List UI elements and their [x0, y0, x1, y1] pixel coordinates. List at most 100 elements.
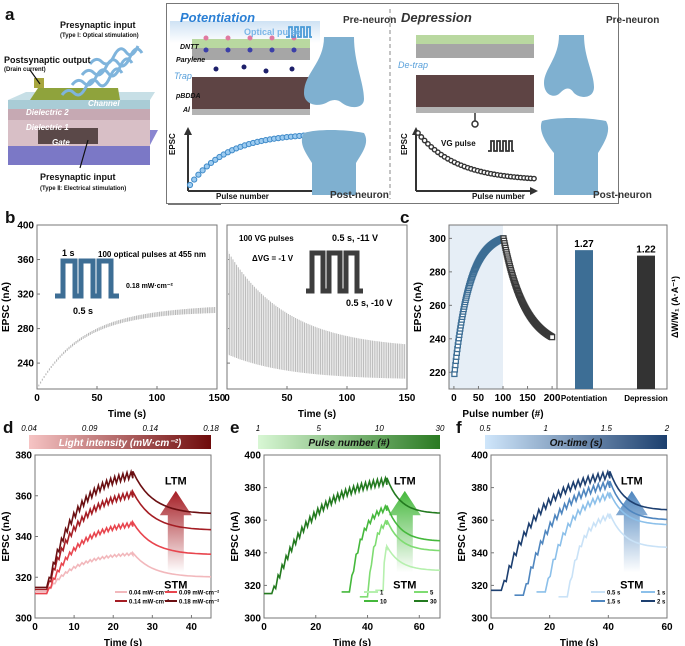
- c-bar-category: Potentiation: [561, 394, 607, 403]
- d-xlabel: Time (s): [104, 638, 142, 646]
- b-left-frame: [36, 224, 218, 390]
- dep-dot: [425, 140, 431, 147]
- optical-input-sub: (Type Ⅰ: Optical stimulation): [60, 33, 139, 39]
- vg-pulse-icon: [488, 140, 514, 152]
- f-ytick-label: 400: [471, 451, 488, 462]
- dielectric2-layer: [8, 100, 150, 109]
- e-xtick-label: 60: [414, 622, 426, 633]
- f-legend-label: 2 s: [657, 600, 666, 606]
- f-series-05s: [558, 512, 668, 598]
- e-legend-label: 30: [430, 600, 437, 606]
- b-left-annotation: 100 optical pulses at 455 nm: [98, 250, 206, 259]
- d-ltm-label: LTM: [165, 475, 187, 487]
- b-right-xtick-label: 0: [224, 393, 230, 404]
- d-colorbar-label: Light intensity (mW·cm⁻²): [59, 438, 182, 449]
- al-layer: [192, 109, 310, 115]
- c-right-ylabel: ΔW/W₁ (A·A⁻¹): [670, 276, 680, 338]
- e-ytick-label: 340: [244, 548, 261, 559]
- f-ytick-label: 340: [471, 548, 488, 559]
- c-left-xtick-label: 50: [473, 393, 485, 404]
- pre-neuron-label-dep: Pre-neuron: [606, 15, 660, 26]
- d-legend-label: 0.04 mW·cm⁻²: [129, 590, 169, 597]
- c-left-ytick-label: 260: [429, 301, 446, 312]
- e-legend-label: 1: [380, 591, 384, 597]
- depression-title: Depression: [401, 10, 472, 25]
- c-left-ytick-label: 220: [429, 368, 446, 379]
- pot-dot: [191, 176, 198, 183]
- panel-label-e: e: [230, 418, 240, 437]
- e-xtick-label: 20: [310, 622, 322, 633]
- electrical-input-sub: (Type Ⅱ: Electrical stimulation): [40, 186, 127, 192]
- b-right-xlabel: Time (s): [298, 409, 336, 420]
- d-xtick-label: 10: [69, 622, 81, 633]
- e-ytick-label: 360: [244, 516, 261, 527]
- e-colorbar-label: Pulse number (#): [308, 438, 390, 449]
- f-colorbar-tick: 1.5: [601, 424, 613, 433]
- b-left-ylabel: EPSC (nA): [1, 282, 12, 332]
- dep-ylabel: EPSC: [400, 133, 409, 155]
- e-ytick-label: 400: [244, 451, 261, 462]
- f-ytick-label: 360: [471, 516, 488, 527]
- e-ytick-label: 300: [244, 614, 261, 625]
- parylene-layer: [192, 48, 310, 60]
- d-series-018mWcm: [35, 468, 212, 589]
- optical-pulse-icon: [286, 26, 312, 38]
- b-right-annotation: 100 VG pulses: [239, 234, 294, 243]
- b-right-high: 0.5 s, -11 V: [332, 233, 378, 243]
- f-colorbar: [485, 435, 667, 449]
- b-left-xtick-label: 100: [149, 393, 166, 404]
- vg-pulse-label: VG pulse: [441, 139, 476, 148]
- layer-al: Al: [183, 107, 190, 114]
- d-ytick-label: 380: [15, 451, 32, 462]
- e-colorbar: [258, 435, 440, 449]
- e-series-10: [341, 503, 441, 593]
- b-right-xtick-label: 150: [399, 393, 416, 404]
- b-left-on-time: 1 s: [62, 248, 75, 258]
- d-ylabel: EPSC (nA): [1, 512, 12, 562]
- pre-neuron-dep: [544, 35, 594, 97]
- f-xtick-label: 0: [488, 622, 494, 633]
- c-right-frame: [556, 224, 668, 390]
- pre-neuron-label-pot: Pre-neuron: [343, 15, 397, 26]
- substrate-front: [8, 145, 150, 165]
- e-legend-label: 5: [430, 591, 434, 597]
- pot-dot: [203, 163, 210, 170]
- channel-label: Channel: [88, 99, 120, 108]
- c-left-xtick-label: 150: [519, 393, 536, 404]
- panel-label-d: d: [3, 418, 14, 437]
- c-dep-point: [548, 333, 556, 341]
- c-bar-potentiation: [575, 250, 593, 389]
- detrap-label: De-trap: [398, 60, 429, 70]
- c-left-ytick-label: 300: [429, 234, 446, 245]
- post-neuron-label-pot: Post-neuron: [330, 190, 389, 201]
- e-ytick-label: 380: [244, 483, 261, 494]
- e-xtick-label: 0: [261, 622, 267, 633]
- postsynaptic-output-sub: (Drain current): [4, 67, 46, 73]
- pot-dot: [207, 159, 215, 167]
- panel-label-a: a: [5, 5, 15, 24]
- e-series-1: [375, 543, 441, 592]
- f-legend-label: 1 s: [657, 591, 666, 597]
- dep-dot: [531, 175, 537, 182]
- mechanism-panel: [166, 3, 619, 204]
- dntt-layer-dep: [416, 35, 534, 44]
- f-legend-label: 1.5 s: [607, 600, 621, 606]
- f-colorbar-tick: 1: [543, 424, 547, 433]
- d-ytick-label: 320: [15, 573, 32, 584]
- e-frame: [263, 454, 441, 619]
- d-colorbar-tick: 0.09: [82, 424, 98, 433]
- d-colorbar: [29, 435, 211, 449]
- e-colorbar-tick: 10: [375, 424, 384, 433]
- b-left-intensity: 0.18 mW·cm⁻²: [126, 283, 174, 290]
- b-right-frame: [226, 224, 408, 390]
- b-left-ytick-label: 280: [17, 324, 34, 335]
- c-left-xtick-label: 0: [451, 393, 457, 404]
- f-series-2s: [491, 469, 668, 592]
- gate-terminal-icon: [471, 120, 479, 128]
- e-legend-label: 10: [380, 600, 387, 606]
- d-colorbar-tick: 0.14: [143, 424, 159, 433]
- postsynaptic-output-label: Postsynaptic output: [4, 55, 91, 65]
- pot-dot: [195, 171, 202, 178]
- b-left-xlabel: Time (s): [108, 409, 146, 420]
- dep-curve-dots: [415, 130, 537, 182]
